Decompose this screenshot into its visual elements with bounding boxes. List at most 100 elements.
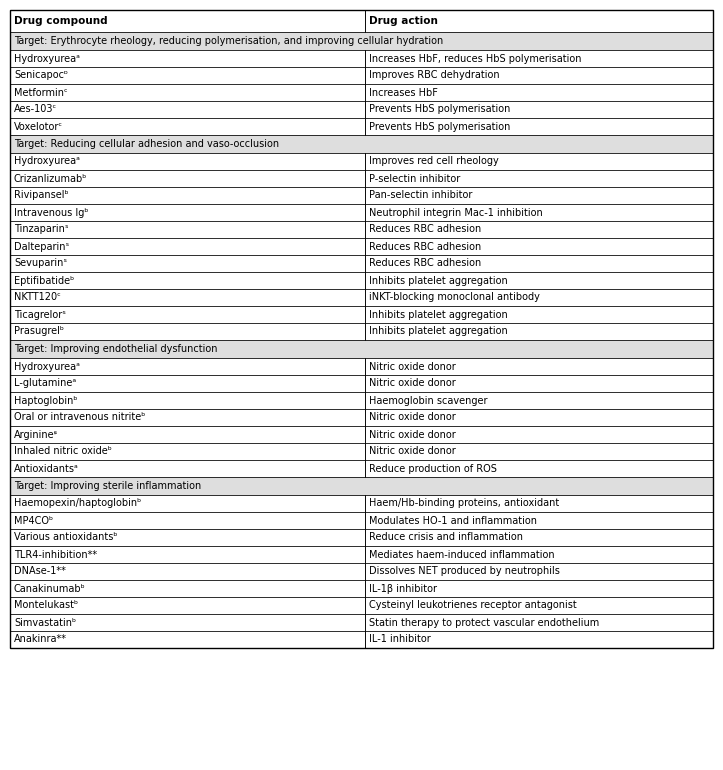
Text: iNKT-blocking monoclonal antibody: iNKT-blocking monoclonal antibody — [369, 293, 540, 303]
Text: Oral or intravenous nitriteᵇ: Oral or intravenous nitriteᵇ — [14, 413, 145, 423]
Text: Dalteparinˢ: Dalteparinˢ — [14, 242, 69, 252]
Text: Improves red cell rheology: Improves red cell rheology — [369, 156, 499, 166]
Text: Mediates haem-induced inflammation: Mediates haem-induced inflammation — [369, 550, 555, 560]
Text: Target: Reducing cellular adhesion and vaso-occlusion: Target: Reducing cellular adhesion and v… — [14, 139, 279, 149]
Text: Nitric oxide donor: Nitric oxide donor — [369, 413, 455, 423]
Bar — [365, 272, 713, 289]
Bar — [10, 153, 365, 170]
Bar — [10, 597, 365, 614]
Bar — [10, 323, 365, 340]
Text: MP4COᵇ: MP4COᵇ — [14, 515, 53, 525]
Bar — [10, 358, 365, 375]
Bar — [365, 597, 713, 614]
Text: Hydroxyureaᵃ: Hydroxyureaᵃ — [14, 156, 80, 166]
Text: IL-1 inhibitor: IL-1 inhibitor — [369, 634, 431, 644]
Text: Drug compound: Drug compound — [14, 16, 108, 26]
Text: Haptoglobinᵇ: Haptoglobinᵇ — [14, 396, 77, 406]
Bar — [10, 580, 365, 597]
Bar — [10, 443, 365, 460]
Bar — [365, 170, 713, 187]
Bar — [10, 409, 365, 426]
Text: Anakinra**: Anakinra** — [14, 634, 67, 644]
Bar — [365, 460, 713, 477]
Bar — [365, 375, 713, 392]
Text: Increases HbF, reduces HbS polymerisation: Increases HbF, reduces HbS polymerisatio… — [369, 53, 581, 63]
Bar — [365, 323, 713, 340]
Bar — [365, 10, 713, 32]
Text: Simvastatinᵇ: Simvastatinᵇ — [14, 618, 76, 628]
Text: IL-1β inhibitor: IL-1β inhibitor — [369, 584, 437, 594]
Bar — [10, 477, 713, 495]
Bar — [365, 238, 713, 255]
Bar — [365, 443, 713, 460]
Bar — [10, 204, 365, 221]
Text: Prevents HbS polymerisation: Prevents HbS polymerisation — [369, 122, 510, 132]
Bar — [365, 118, 713, 135]
Bar — [365, 153, 713, 170]
Bar — [365, 84, 713, 101]
Bar — [365, 101, 713, 118]
Text: Montelukastᵇ: Montelukastᵇ — [14, 601, 78, 611]
Text: NKTT120ᶜ: NKTT120ᶜ — [14, 293, 61, 303]
Bar — [10, 84, 365, 101]
Bar — [10, 426, 365, 443]
Bar — [10, 10, 713, 648]
Text: Reduces RBC adhesion: Reduces RBC adhesion — [369, 242, 482, 252]
Bar — [10, 187, 365, 204]
Bar — [10, 289, 365, 306]
Bar — [10, 631, 365, 648]
Bar — [10, 563, 365, 580]
Text: Intravenous Igᵇ: Intravenous Igᵇ — [14, 207, 88, 217]
Bar — [365, 306, 713, 323]
Text: Statin therapy to protect vascular endothelium: Statin therapy to protect vascular endot… — [369, 618, 599, 628]
Text: Modulates HO-1 and inflammation: Modulates HO-1 and inflammation — [369, 515, 537, 525]
Text: Haemoglobin scavenger: Haemoglobin scavenger — [369, 396, 487, 406]
Text: DNAse-1**: DNAse-1** — [14, 567, 66, 577]
Text: Inhaled nitric oxideᵇ: Inhaled nitric oxideᵇ — [14, 447, 112, 457]
Bar — [10, 32, 713, 50]
Text: Drug action: Drug action — [369, 16, 438, 26]
Bar — [365, 614, 713, 631]
Text: Prevents HbS polymerisation: Prevents HbS polymerisation — [369, 105, 510, 115]
Bar — [10, 460, 365, 477]
Bar — [10, 221, 365, 238]
Bar — [365, 358, 713, 375]
Bar — [365, 409, 713, 426]
Bar — [10, 170, 365, 187]
Bar — [365, 580, 713, 597]
Bar — [10, 529, 365, 546]
Text: L-glutamineᵃ: L-glutamineᵃ — [14, 379, 76, 389]
Text: Nitric oxide donor: Nitric oxide donor — [369, 361, 455, 371]
Text: Nitric oxide donor: Nitric oxide donor — [369, 379, 455, 389]
Text: Increases HbF: Increases HbF — [369, 88, 438, 98]
Bar — [365, 563, 713, 580]
Bar — [10, 495, 365, 512]
Bar — [10, 306, 365, 323]
Text: Senicapocᶛ: Senicapocᶛ — [14, 71, 68, 81]
Bar — [365, 546, 713, 563]
Bar — [365, 221, 713, 238]
Bar — [10, 118, 365, 135]
Bar — [10, 392, 365, 409]
Bar — [10, 375, 365, 392]
Bar — [10, 255, 365, 272]
Bar — [365, 426, 713, 443]
Text: Haem/Hb-binding proteins, antioxidant: Haem/Hb-binding proteins, antioxidant — [369, 498, 560, 508]
Text: Tinzaparinˢ: Tinzaparinˢ — [14, 225, 69, 235]
Text: Inhibits platelet aggregation: Inhibits platelet aggregation — [369, 310, 508, 320]
Text: Pan-selectin inhibitor: Pan-selectin inhibitor — [369, 190, 472, 200]
Text: Aes-103ᶜ: Aes-103ᶜ — [14, 105, 57, 115]
Text: Voxelotorᶜ: Voxelotorᶜ — [14, 122, 63, 132]
Bar — [10, 238, 365, 255]
Text: Arginineᶝ: Arginineᶝ — [14, 430, 59, 440]
Bar — [365, 631, 713, 648]
Text: Haemopexin/haptoglobinᵇ: Haemopexin/haptoglobinᵇ — [14, 498, 141, 508]
Bar — [10, 512, 365, 529]
Bar — [365, 529, 713, 546]
Text: Reduces RBC adhesion: Reduces RBC adhesion — [369, 225, 482, 235]
Bar — [365, 50, 713, 67]
Bar — [365, 67, 713, 84]
Bar — [10, 546, 365, 563]
Bar — [10, 67, 365, 84]
Bar — [10, 272, 365, 289]
